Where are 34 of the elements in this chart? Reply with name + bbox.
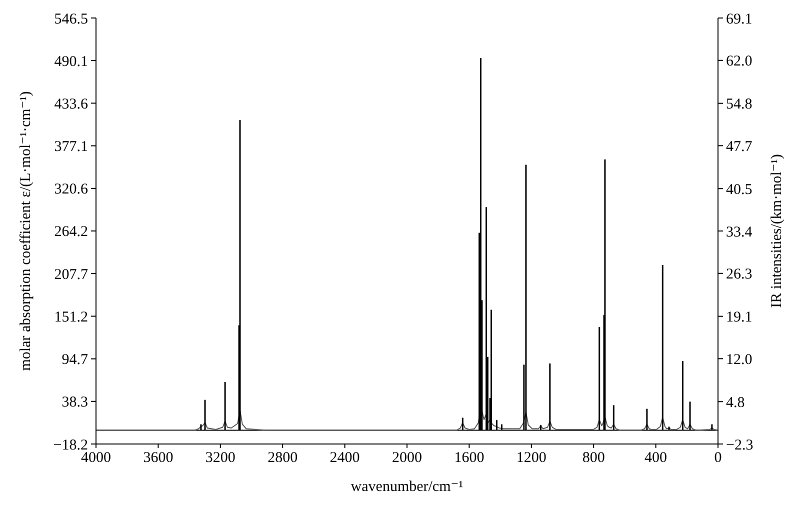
x-tick-label: 400 <box>644 450 668 466</box>
y-tick-label: 490.1 <box>54 54 88 70</box>
y-tick-label: 94.7 <box>62 352 88 368</box>
y2-tick-label: 69.1 <box>726 11 752 28</box>
x-tick-label: 2400 <box>330 450 360 466</box>
y-tick-label: 377.1 <box>54 139 88 156</box>
x-tick-label: 1200 <box>516 450 546 466</box>
y-tick-label: 207.7 <box>54 266 88 283</box>
x-tick-label: 0 <box>714 450 722 466</box>
y-tick-label: 151.2 <box>54 309 88 326</box>
y-axis-title: molar absorption coefficient ε/(L·mol⁻¹·cm⁻¹) <box>18 91 34 371</box>
x-tick-label: 2000 <box>392 450 422 466</box>
x-axis-title: wavenumber/cm⁻¹ <box>350 479 464 495</box>
y2-tick-label: 26.3 <box>726 266 752 283</box>
y-tick-label: 320.6 <box>54 182 88 198</box>
y2-tick-label: 62.0 <box>726 54 752 70</box>
y2-axis-title: IR intensities/(km·mol⁻¹) <box>769 154 785 308</box>
y-tick-label: 38.3 <box>62 394 88 411</box>
y-tick-label: 546.5 <box>54 11 88 28</box>
y2-tick-label: −2.3 <box>726 437 754 454</box>
x-tick-label: 3200 <box>205 450 236 466</box>
y-tick-label: 433.6 <box>54 96 88 112</box>
y2-tick-label: 12.0 <box>726 352 752 368</box>
y2-tick-label: 54.8 <box>726 96 752 113</box>
x-tick-label: 800 <box>582 450 605 466</box>
y2-tick-label: 4.8 <box>726 394 745 411</box>
y2-tick-label: 40.5 <box>726 182 752 198</box>
x-tick-label: 3600 <box>143 450 174 466</box>
y2-tick-label: 19.1 <box>726 310 752 326</box>
x-tick-label: 1600 <box>454 450 484 466</box>
x-tick-label: 2800 <box>268 450 298 466</box>
y2-tick-label: 47.7 <box>726 138 753 155</box>
y-tick-label: 264.2 <box>54 224 88 240</box>
y2-tick-label: 33.4 <box>726 224 753 240</box>
